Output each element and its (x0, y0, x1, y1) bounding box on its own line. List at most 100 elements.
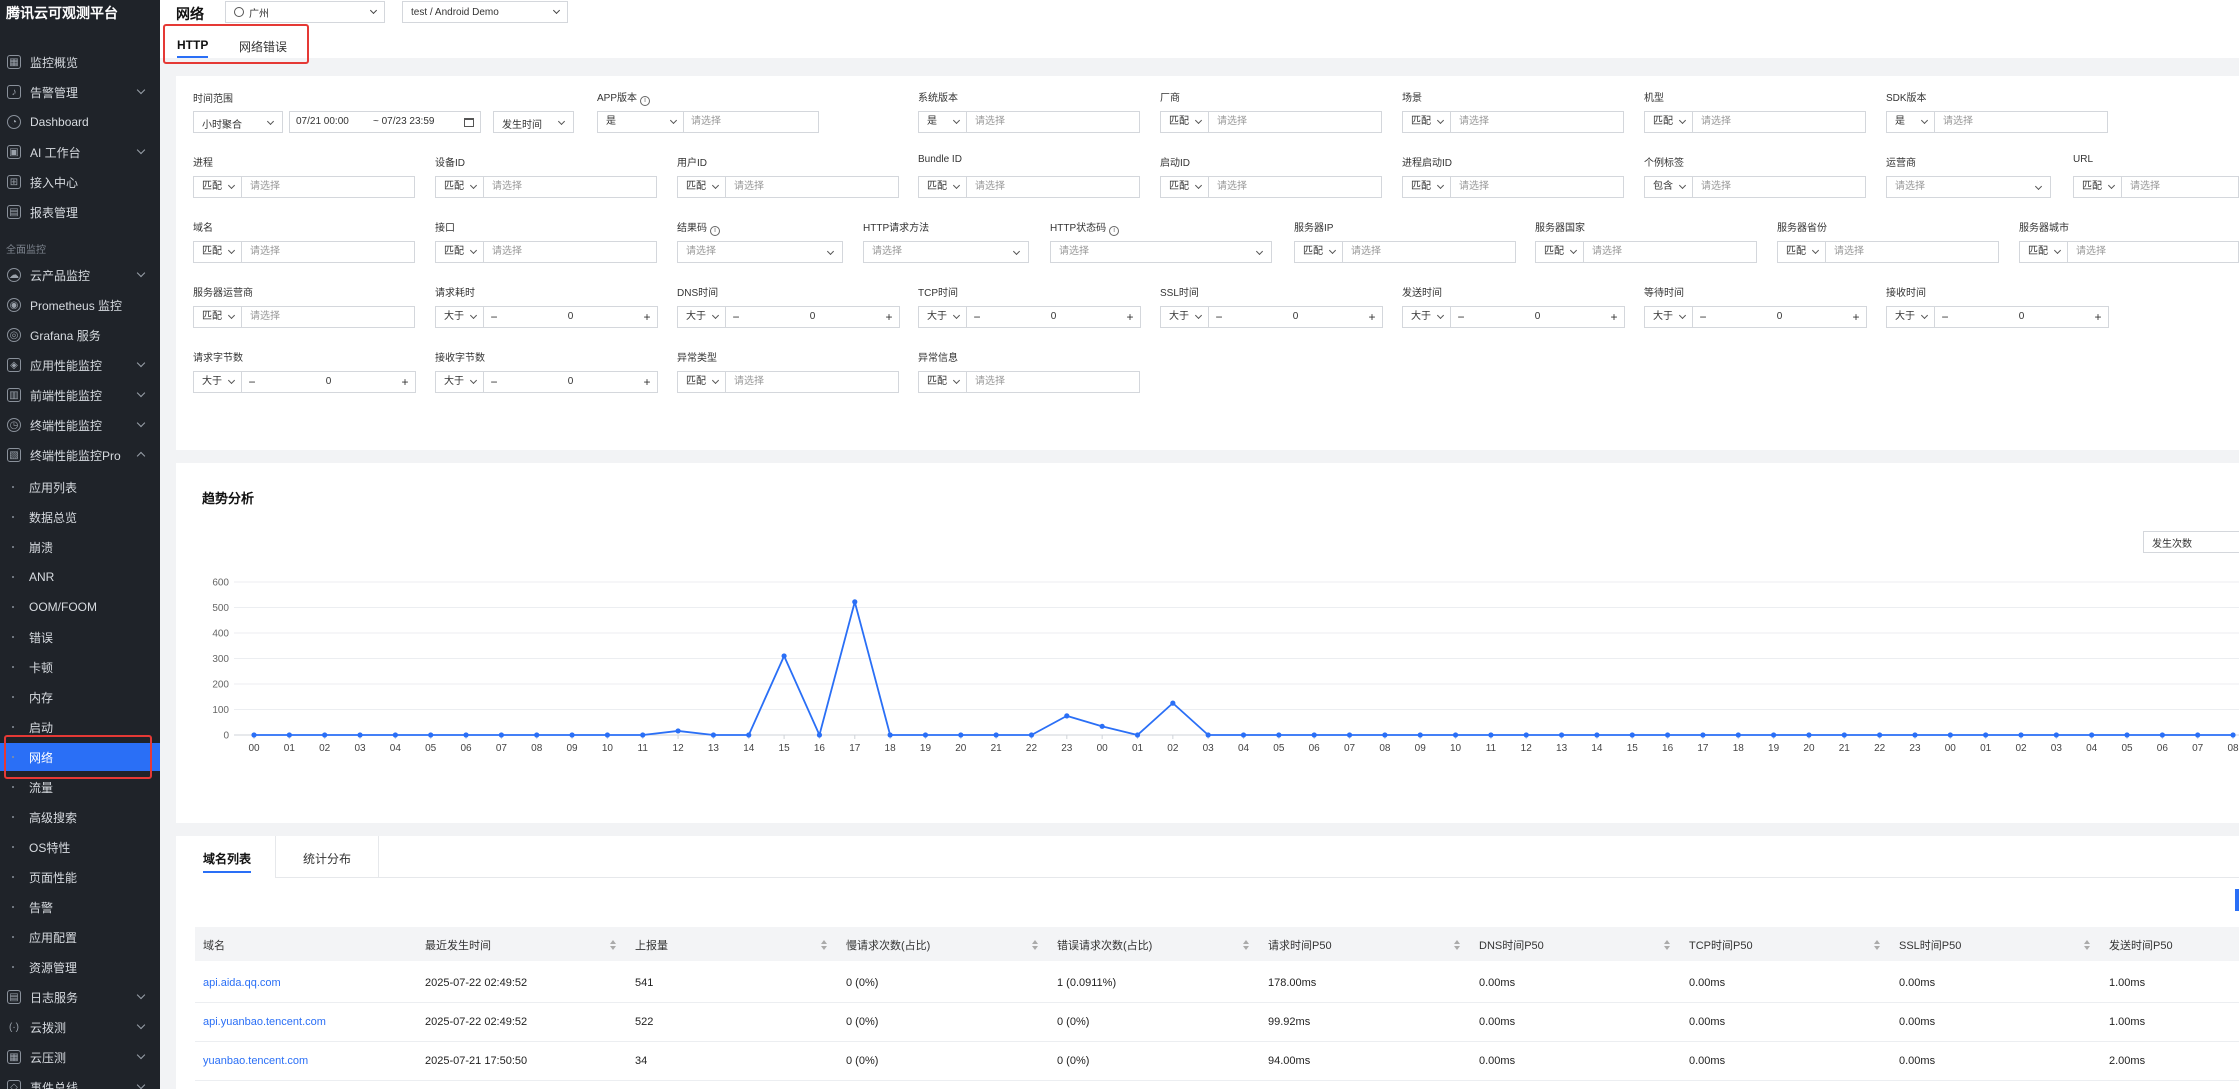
filter-input[interactable]: 请选择 (492, 246, 522, 257)
filter-op-select[interactable]: 匹配 (678, 372, 726, 392)
filter-domain[interactable]: 匹配 请选择 (193, 241, 415, 263)
filter-input[interactable]: 请选择 (691, 116, 721, 127)
filter-op-select[interactable]: 匹配 (1161, 112, 1209, 132)
filter-input[interactable]: 请选择 (250, 181, 280, 192)
sidebar-sub-item[interactable]: 资源管理 (0, 953, 160, 981)
number-input[interactable]: 0 (567, 376, 574, 387)
sidebar-sub-item[interactable]: OS特性 (0, 833, 160, 861)
sidebar-item-frontend[interactable]: ▥ 前端性能监控 (0, 381, 160, 409)
minus-button[interactable]: − (248, 375, 256, 389)
minus-button[interactable]: − (490, 310, 498, 324)
filter-input[interactable]: 请选择 (975, 116, 1005, 127)
filter-user_id[interactable]: 匹配 请选择 (677, 176, 899, 198)
sidebar-sub-item[interactable]: OOM/FOOM (0, 593, 160, 621)
filter-input[interactable]: 请选择 (250, 311, 280, 322)
filter-input[interactable]: 请选择 (1459, 116, 1489, 127)
sort-icon[interactable] (1874, 940, 1880, 950)
filter-op-select[interactable]: 匹配 (1778, 242, 1826, 262)
sidebar-item-terminal[interactable]: ◷ 终端性能监控 (0, 411, 160, 439)
date-range-picker[interactable]: 07/21 00:00 ~ 07/23 23:59 (289, 111, 481, 133)
filter-server_city[interactable]: 匹配 请选择 (2019, 241, 2239, 263)
filter-op-select[interactable]: 匹配 (1645, 112, 1693, 132)
sidebar-sub-item[interactable]: 高级搜索 (0, 803, 160, 831)
filter-op-select[interactable]: 匹配 (1295, 242, 1343, 262)
filter-op-select[interactable]: 大于 (1161, 307, 1209, 327)
sidebar-item-probe[interactable]: (·) 云拨测 (0, 1013, 160, 1041)
granularity-select[interactable]: 小时聚合 (193, 111, 283, 133)
number-input[interactable]: 0 (1292, 311, 1299, 322)
filter-op-select[interactable]: 匹配 (2074, 177, 2122, 197)
plus-button[interactable]: + (1610, 310, 1618, 324)
minus-button[interactable]: − (1215, 310, 1223, 324)
domain-link[interactable]: api.yuanbao.tencent.com (203, 1016, 326, 1028)
filter-input[interactable]: 请选择 (2130, 181, 2160, 192)
filter-input[interactable]: 请选择 (250, 246, 280, 257)
filter-vendor[interactable]: 匹配 请选择 (1160, 111, 1382, 133)
minus-button[interactable]: − (1457, 310, 1465, 324)
tab-http[interactable]: HTTP (177, 38, 209, 58)
sidebar-sub-item[interactable]: 内存 (0, 683, 160, 711)
filter-app_version[interactable]: 是请选择 (597, 111, 819, 133)
filter-response_bytes[interactable]: 大于 − 0 + (435, 371, 658, 393)
filter-request_bytes[interactable]: 大于 − 0 + (193, 371, 416, 393)
app-select[interactable]: test / Android Demo (402, 1, 568, 23)
sort-icon[interactable] (1243, 940, 1249, 950)
filter-op-select[interactable]: 大于 (194, 372, 242, 392)
column-header[interactable]: DNS时间P50 (1479, 940, 1544, 952)
domain-link[interactable]: api.aida.qq.com (203, 977, 281, 989)
filter-api[interactable]: 匹配 请选择 (435, 241, 657, 263)
filter-custom_tag[interactable]: 包含 请选择 (1644, 176, 1866, 198)
filter-exception_type[interactable]: 匹配 请选择 (677, 371, 899, 393)
sidebar-item-prometheus[interactable]: ◉ Prometheus 监控 (0, 291, 160, 319)
filter-scene[interactable]: 匹配 请选择 (1402, 111, 1624, 133)
sidebar-item-cloud[interactable]: ☁ 云产品监控 (0, 261, 160, 289)
filter-http_method[interactable]: 请选择 (863, 241, 1029, 263)
filter-op-select[interactable]: 包含 (1645, 177, 1693, 197)
number-input[interactable]: 0 (567, 311, 574, 322)
filter-carrier[interactable]: 请选择 (1886, 176, 2051, 198)
filter-op-select[interactable]: 是 (919, 112, 967, 132)
plus-button[interactable]: + (1852, 310, 1860, 324)
filter-op-select[interactable]: 匹配 (194, 307, 242, 327)
sidebar-item-dashboard[interactable]: ◔ Dashboard (0, 108, 160, 136)
filter-op-select[interactable]: 匹配 (436, 242, 484, 262)
sidebar-item-report[interactable]: ▤ 报表管理 (0, 198, 160, 226)
sidebar-sub-item[interactable]: 页面性能 (0, 863, 160, 891)
table-settings-button[interactable] (2235, 889, 2239, 911)
filter-op-select[interactable]: 匹配 (1161, 177, 1209, 197)
sort-icon[interactable] (821, 940, 827, 950)
filter-op-select[interactable]: 匹配 (1536, 242, 1584, 262)
filter-ssl_time[interactable]: 大于 − 0 + (1160, 306, 1383, 328)
sidebar-item-ai[interactable]: ▣ AI 工作台 (0, 138, 160, 166)
filter-server_ip[interactable]: 匹配 请选择 (1294, 241, 1516, 263)
filter-process[interactable]: 匹配 请选择 (193, 176, 415, 198)
filter-input[interactable]: 请选择 (975, 376, 1005, 387)
filter-wait_time[interactable]: 大于 − 0 + (1644, 306, 1867, 328)
filter-server_province[interactable]: 匹配 请选择 (1777, 241, 1999, 263)
filter-send_time[interactable]: 大于 − 0 + (1402, 306, 1625, 328)
filter-op-select[interactable]: 匹配 (919, 177, 967, 197)
filter-input[interactable]: 请选择 (1834, 246, 1864, 257)
sidebar-item-event[interactable]: ◇ 事件总线 (0, 1073, 160, 1089)
column-header[interactable]: 上报量 (635, 940, 668, 952)
sort-icon[interactable] (2084, 940, 2090, 950)
metric-select[interactable]: 发生次数 (2143, 531, 2239, 553)
filter-input[interactable]: 请选择 (734, 181, 764, 192)
filter-tcp_time[interactable]: 大于 − 0 + (918, 306, 1141, 328)
plus-button[interactable]: + (643, 375, 651, 389)
filter-sdk_version[interactable]: 是请选择 (1886, 111, 2108, 133)
sidebar-item-grafana[interactable]: ◎ Grafana 服务 (0, 321, 160, 349)
sidebar-sub-item[interactable]: 告警 (0, 893, 160, 921)
filter-input[interactable]: 请选择 (1592, 246, 1622, 257)
minus-button[interactable]: − (1941, 310, 1949, 324)
filter-device_id[interactable]: 匹配 请选择 (435, 176, 657, 198)
column-header[interactable]: 请求时间P50 (1268, 940, 1332, 952)
sidebar-item-alarm[interactable]: ♪ 告警管理 (0, 78, 160, 106)
sidebar-item-access[interactable]: ⊞ 接入中心 (0, 168, 160, 196)
minus-button[interactable]: − (1699, 310, 1707, 324)
filter-input[interactable]: 请选择 (1351, 246, 1381, 257)
filter-op-select[interactable]: 是 (598, 112, 684, 132)
filter-op-select[interactable]: 大于 (1887, 307, 1935, 327)
filter-op-select[interactable]: 大于 (919, 307, 967, 327)
filter-dns_time[interactable]: 大于 − 0 + (677, 306, 900, 328)
